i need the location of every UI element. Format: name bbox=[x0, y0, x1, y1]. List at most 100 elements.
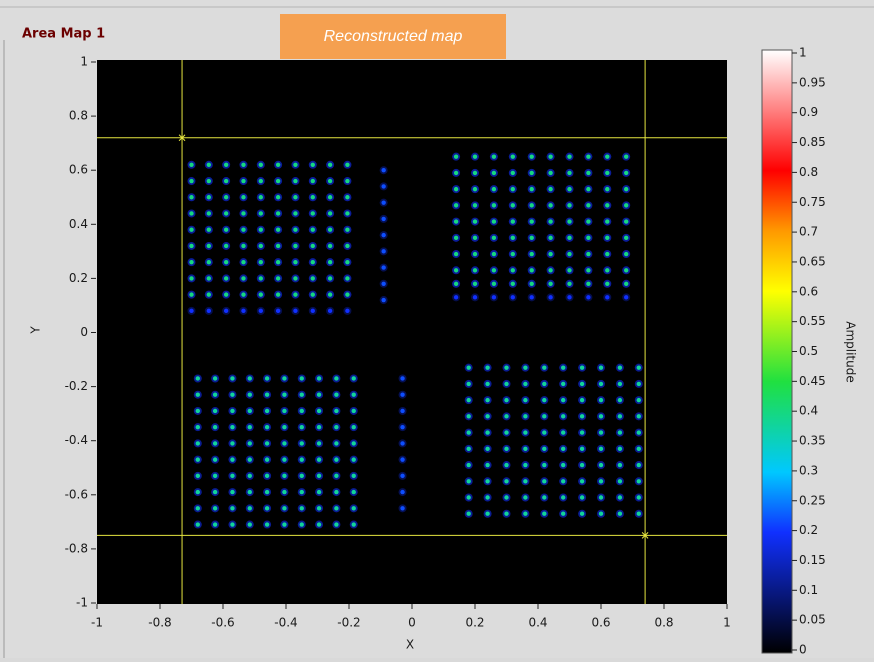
dot bbox=[529, 186, 534, 192]
x-axis-label: X bbox=[406, 638, 414, 652]
dot bbox=[241, 243, 246, 249]
dot bbox=[345, 259, 350, 265]
dot bbox=[293, 178, 298, 184]
y-tick-label: -0.2 bbox=[65, 379, 88, 393]
dot bbox=[316, 376, 322, 381]
dot bbox=[510, 235, 515, 241]
dot bbox=[258, 276, 263, 281]
dot bbox=[258, 292, 263, 297]
dot bbox=[223, 227, 229, 232]
dot bbox=[381, 184, 386, 189]
dot bbox=[334, 376, 339, 381]
dot bbox=[579, 381, 585, 387]
dot bbox=[491, 203, 497, 208]
dot bbox=[605, 295, 610, 300]
dot bbox=[598, 430, 604, 435]
dot bbox=[510, 295, 515, 300]
dot bbox=[579, 495, 585, 500]
dot bbox=[241, 211, 246, 216]
dot bbox=[529, 268, 534, 273]
colorbar-tick-label: 0.9 bbox=[799, 105, 818, 119]
dot bbox=[491, 268, 497, 273]
graph-title: Area Map 1 bbox=[22, 27, 105, 42]
dot bbox=[548, 268, 553, 273]
dot bbox=[275, 211, 281, 216]
dot bbox=[334, 473, 339, 479]
dot bbox=[345, 227, 350, 232]
dot bbox=[195, 473, 200, 479]
dot bbox=[258, 178, 263, 184]
dot bbox=[241, 195, 246, 200]
dot bbox=[275, 195, 281, 200]
dot bbox=[453, 203, 459, 208]
dot bbox=[230, 506, 235, 511]
dot bbox=[586, 170, 591, 176]
dot bbox=[223, 211, 229, 216]
dot bbox=[510, 203, 515, 208]
x-tick-label: -0.8 bbox=[148, 616, 171, 630]
colorbar-tick-label: 0.6 bbox=[799, 284, 818, 298]
dot bbox=[548, 203, 553, 208]
dot bbox=[230, 441, 235, 446]
y-tick-label: 0.2 bbox=[69, 271, 88, 285]
dot bbox=[345, 308, 350, 314]
dot bbox=[542, 495, 547, 500]
dot bbox=[579, 365, 585, 370]
dot bbox=[529, 281, 534, 287]
dot bbox=[466, 397, 471, 403]
dot bbox=[523, 446, 528, 452]
dot bbox=[529, 170, 534, 176]
dot bbox=[605, 251, 610, 257]
dot bbox=[567, 219, 572, 224]
dot bbox=[212, 408, 218, 414]
dot bbox=[636, 430, 641, 435]
dot bbox=[258, 162, 263, 167]
dot bbox=[586, 186, 591, 192]
dot bbox=[617, 430, 623, 435]
dot bbox=[351, 408, 356, 414]
dot bbox=[548, 186, 553, 192]
dot bbox=[282, 376, 287, 381]
dot bbox=[485, 511, 490, 516]
dot bbox=[223, 162, 229, 167]
dot bbox=[293, 211, 298, 216]
dot bbox=[195, 522, 200, 527]
dot bbox=[586, 203, 591, 208]
dot bbox=[299, 473, 304, 479]
dot bbox=[334, 441, 339, 446]
dot bbox=[586, 154, 591, 159]
dot bbox=[523, 381, 528, 387]
dot bbox=[247, 441, 252, 446]
dot bbox=[293, 308, 298, 314]
dot bbox=[400, 457, 405, 462]
dot bbox=[567, 295, 572, 300]
dot bbox=[523, 414, 528, 419]
dot bbox=[282, 506, 287, 511]
dot bbox=[491, 186, 497, 192]
dot bbox=[510, 251, 515, 257]
dot bbox=[472, 154, 478, 159]
dot bbox=[542, 381, 547, 387]
dot bbox=[466, 446, 471, 452]
dot bbox=[258, 211, 263, 216]
dot bbox=[381, 249, 386, 254]
dot bbox=[316, 522, 322, 527]
dot bbox=[206, 276, 212, 281]
colorbar-tick-label: 0.3 bbox=[799, 463, 818, 477]
colorbar-tick-label: 0.4 bbox=[799, 404, 818, 418]
dot bbox=[299, 392, 304, 397]
dot bbox=[605, 219, 610, 224]
dot bbox=[504, 365, 509, 370]
dot bbox=[400, 392, 405, 397]
dot bbox=[491, 170, 497, 176]
dot bbox=[598, 397, 604, 403]
dot bbox=[189, 243, 194, 249]
dot bbox=[241, 308, 246, 314]
dot bbox=[504, 430, 509, 435]
dot bbox=[258, 243, 263, 249]
dot bbox=[579, 462, 585, 468]
dot bbox=[561, 381, 566, 387]
y-tick-label: 0.8 bbox=[69, 109, 88, 123]
dot bbox=[264, 376, 270, 381]
dot bbox=[247, 392, 252, 397]
